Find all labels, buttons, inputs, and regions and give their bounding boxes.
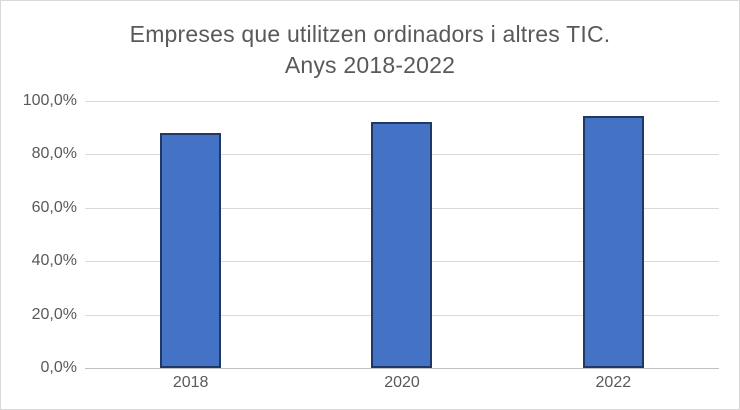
bar-slot <box>508 101 719 368</box>
y-axis-tick-label: 100,0% <box>22 92 77 109</box>
y-axis-tick-label: 80,0% <box>31 145 77 163</box>
bars-container <box>85 101 719 368</box>
plot-area <box>85 101 719 369</box>
y-axis-tick-label: 40,0% <box>31 252 77 270</box>
bar-2018 <box>160 133 222 368</box>
chart-title: Empreses que utilitzen ordinadors i altr… <box>1 19 739 81</box>
bar-2020 <box>371 122 433 368</box>
y-axis-tick-label: 60,0% <box>31 198 77 216</box>
gridline <box>85 101 719 102</box>
y-axis-tick-label: 0,0% <box>40 359 77 376</box>
bar-slot <box>296 101 507 368</box>
chart-title-line2: Anys 2018-2022 <box>284 52 456 78</box>
x-axis-tick-label: 2018 <box>172 374 209 391</box>
y-axis-tick-label: 20,0% <box>31 305 77 323</box>
bar-2022 <box>582 115 644 368</box>
x-axis-tick-label: 2022 <box>595 374 632 391</box>
x-axis-tick-label: 2020 <box>384 374 420 391</box>
x-axis: 2018 2020 2022 <box>85 373 719 393</box>
gridline <box>85 368 719 369</box>
chart-title-line1: Empreses que utilitzen ordinadors i altr… <box>129 21 611 47</box>
bar-slot <box>85 101 296 368</box>
